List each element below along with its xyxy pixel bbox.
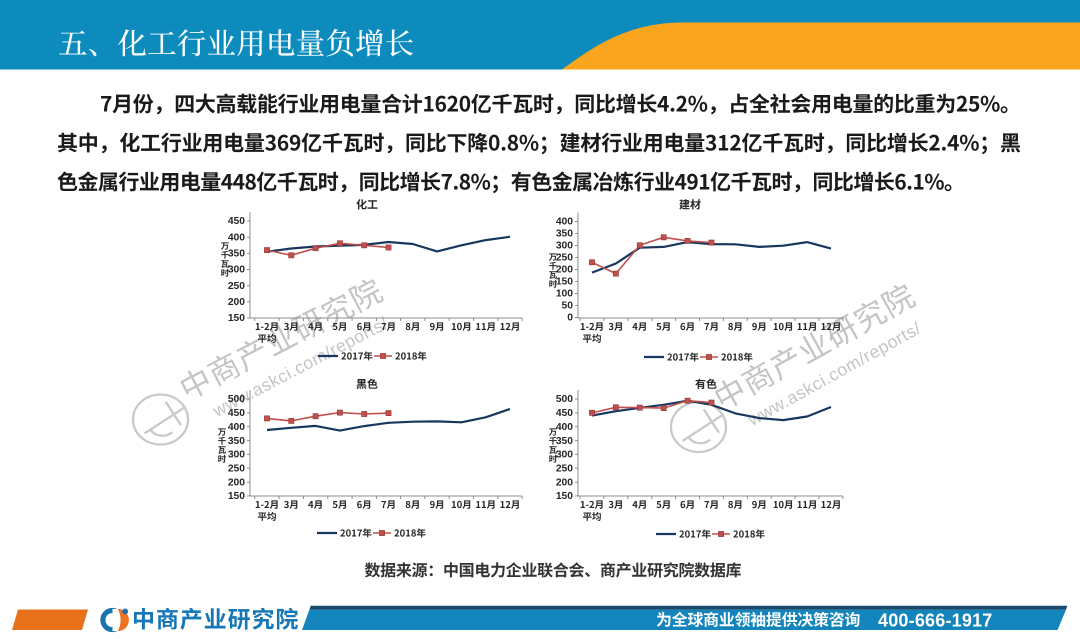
svg-text:350: 350 xyxy=(556,229,573,240)
svg-text:200: 200 xyxy=(556,265,573,276)
svg-text:50: 50 xyxy=(562,301,574,312)
svg-text:300: 300 xyxy=(556,241,573,252)
svg-text:250: 250 xyxy=(228,463,245,474)
svg-text:450: 450 xyxy=(556,408,573,419)
svg-text:200: 200 xyxy=(556,477,573,488)
svg-text:350: 350 xyxy=(228,249,245,260)
svg-text:0: 0 xyxy=(567,313,573,324)
svg-text:250: 250 xyxy=(556,253,573,264)
svg-text:400: 400 xyxy=(228,232,245,243)
svg-text:400: 400 xyxy=(556,422,573,433)
svg-text:300: 300 xyxy=(228,450,245,461)
svg-text:150: 150 xyxy=(228,313,245,324)
svg-text:150: 150 xyxy=(228,491,245,502)
svg-text:200: 200 xyxy=(228,297,245,308)
svg-text:350: 350 xyxy=(556,436,573,447)
svg-text:500: 500 xyxy=(228,394,245,405)
svg-text:400: 400 xyxy=(556,217,573,228)
svg-text:250: 250 xyxy=(228,281,245,292)
svg-text:100: 100 xyxy=(556,289,573,300)
svg-text:300: 300 xyxy=(556,450,573,461)
svg-text:300: 300 xyxy=(228,265,245,276)
svg-text:500: 500 xyxy=(556,394,573,405)
svg-text:450: 450 xyxy=(228,216,245,227)
svg-text:150: 150 xyxy=(556,491,573,502)
svg-text:450: 450 xyxy=(228,408,245,419)
svg-text:400: 400 xyxy=(228,422,245,433)
svg-text:150: 150 xyxy=(556,277,573,288)
svg-text:350: 350 xyxy=(228,436,245,447)
svg-text:400-666-1917: 400-666-1917 xyxy=(878,611,993,631)
svg-text:250: 250 xyxy=(556,463,573,474)
svg-text:200: 200 xyxy=(228,477,245,488)
